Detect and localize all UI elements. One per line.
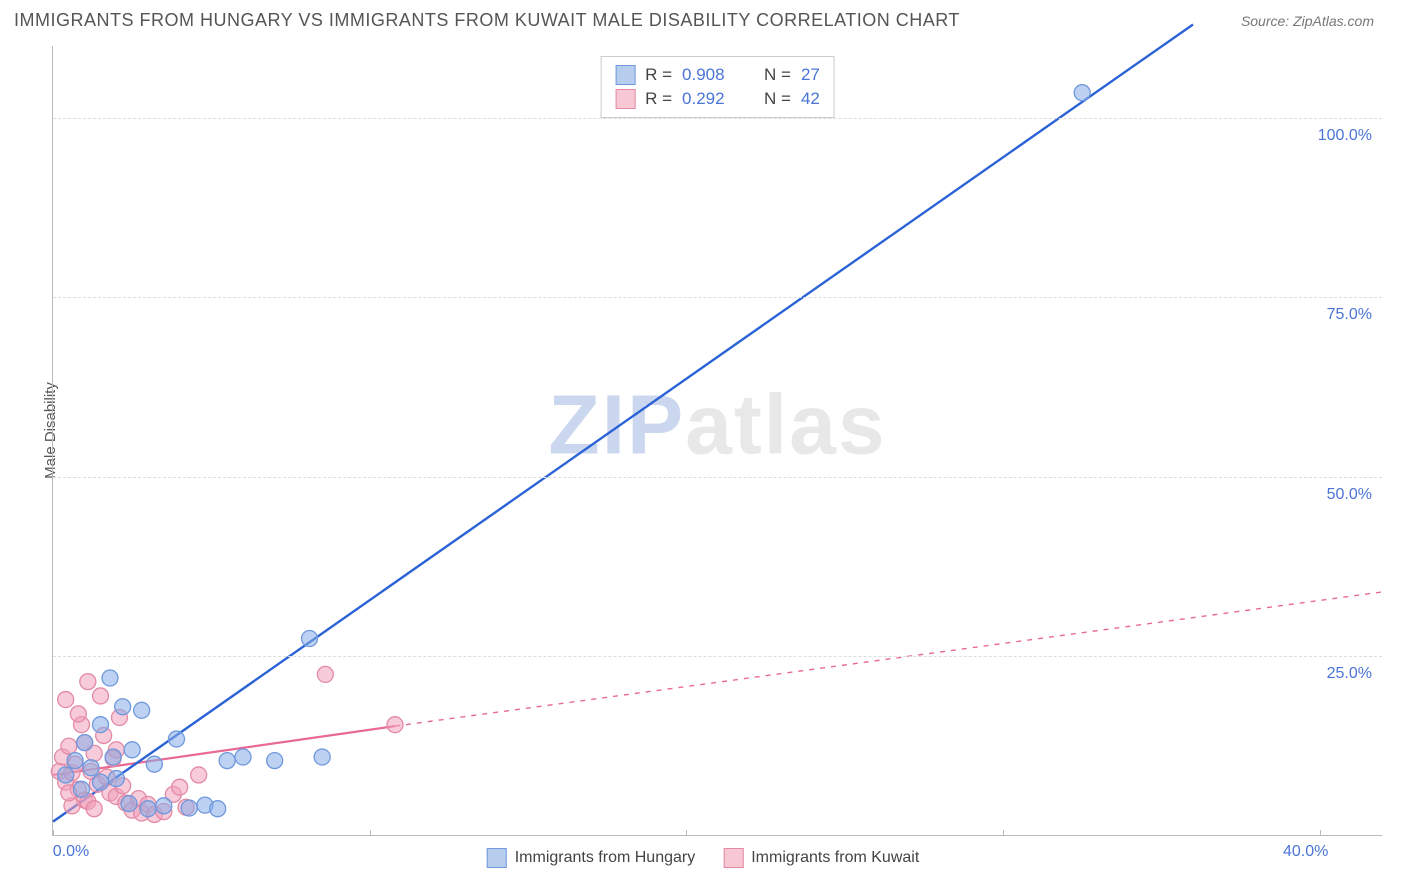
trend-line	[53, 24, 1193, 821]
legend-swatch-hungary	[487, 848, 507, 868]
legend-label-kuwait: Immigrants from Kuwait	[751, 849, 919, 867]
legend-item-hungary: Immigrants from Hungary	[487, 848, 696, 868]
x-tick-label: 0.0%	[53, 843, 89, 861]
legend-swatch-kuwait	[615, 89, 635, 109]
point-kuwait	[172, 779, 188, 795]
point-hungary	[93, 717, 109, 733]
legend-swatch-kuwait	[723, 848, 743, 868]
r-value-hungary: 0.908	[682, 65, 742, 85]
source-credit: Source: ZipAtlas.com	[1241, 13, 1374, 29]
gridline-h	[53, 118, 1382, 119]
point-hungary	[134, 702, 150, 718]
point-kuwait	[61, 738, 77, 754]
x-tick	[53, 830, 54, 836]
source-prefix: Source:	[1241, 13, 1293, 29]
point-kuwait	[93, 688, 109, 704]
point-hungary	[102, 670, 118, 686]
trend-line	[395, 592, 1383, 726]
n-label: N =	[764, 65, 791, 85]
point-hungary	[67, 753, 83, 769]
x-tick	[686, 830, 687, 836]
r-label: R =	[645, 89, 672, 109]
point-hungary	[267, 753, 283, 769]
gridline-h	[53, 477, 1382, 478]
x-tick	[1320, 830, 1321, 836]
header: IMMIGRANTS FROM HUNGARY VS IMMIGRANTS FR…	[0, 0, 1406, 37]
point-kuwait	[80, 674, 96, 690]
point-hungary	[302, 631, 318, 647]
point-hungary	[74, 781, 90, 797]
y-tick-label: 75.0%	[1327, 306, 1372, 324]
legend-label-hungary: Immigrants from Hungary	[515, 849, 696, 867]
point-hungary	[169, 731, 185, 747]
point-kuwait	[387, 717, 403, 733]
series-legend: Immigrants from Hungary Immigrants from …	[487, 848, 920, 868]
point-kuwait	[191, 767, 207, 783]
point-hungary	[210, 801, 226, 817]
legend-row-kuwait: R = 0.292 N = 42	[615, 87, 820, 111]
legend-row-hungary: R = 0.908 N = 27	[615, 63, 820, 87]
point-hungary	[146, 756, 162, 772]
x-tick	[1003, 830, 1004, 836]
y-tick-label: 25.0%	[1327, 665, 1372, 683]
y-tick-label: 50.0%	[1327, 486, 1372, 504]
n-value-kuwait: 42	[801, 89, 820, 109]
point-hungary	[1074, 85, 1090, 101]
n-label: N =	[764, 89, 791, 109]
n-value-hungary: 27	[801, 65, 820, 85]
point-hungary	[115, 699, 131, 715]
point-kuwait	[58, 692, 74, 708]
point-hungary	[77, 735, 93, 751]
chart-container: Male Disability ZIPatlas R = 0.908 N = 2…	[14, 42, 1392, 878]
point-hungary	[93, 774, 109, 790]
point-kuwait	[317, 666, 333, 682]
point-hungary	[121, 796, 137, 812]
x-tick-label: 40.0%	[1283, 843, 1328, 861]
point-hungary	[124, 742, 140, 758]
point-hungary	[181, 800, 197, 816]
point-hungary	[314, 749, 330, 765]
legend-item-kuwait: Immigrants from Kuwait	[723, 848, 919, 868]
point-kuwait	[86, 801, 102, 817]
point-hungary	[105, 749, 121, 765]
gridline-h	[53, 656, 1382, 657]
point-kuwait	[70, 706, 86, 722]
gridline-h	[53, 297, 1382, 298]
point-hungary	[58, 767, 74, 783]
plot-area: ZIPatlas R = 0.908 N = 27 R = 0.292 N = …	[52, 46, 1382, 836]
source-name: ZipAtlas.com	[1293, 13, 1374, 29]
chart-title: IMMIGRANTS FROM HUNGARY VS IMMIGRANTS FR…	[14, 10, 960, 31]
point-hungary	[108, 771, 124, 787]
point-hungary	[156, 798, 172, 814]
point-hungary	[83, 760, 99, 776]
plot-svg	[53, 46, 1382, 835]
r-value-kuwait: 0.292	[682, 89, 742, 109]
point-hungary	[235, 749, 251, 765]
point-hungary	[140, 801, 156, 817]
correlation-legend: R = 0.908 N = 27 R = 0.292 N = 42	[600, 56, 835, 118]
r-label: R =	[645, 65, 672, 85]
legend-swatch-hungary	[615, 65, 635, 85]
point-hungary	[219, 753, 235, 769]
y-tick-label: 100.0%	[1318, 127, 1372, 145]
x-tick	[370, 830, 371, 836]
